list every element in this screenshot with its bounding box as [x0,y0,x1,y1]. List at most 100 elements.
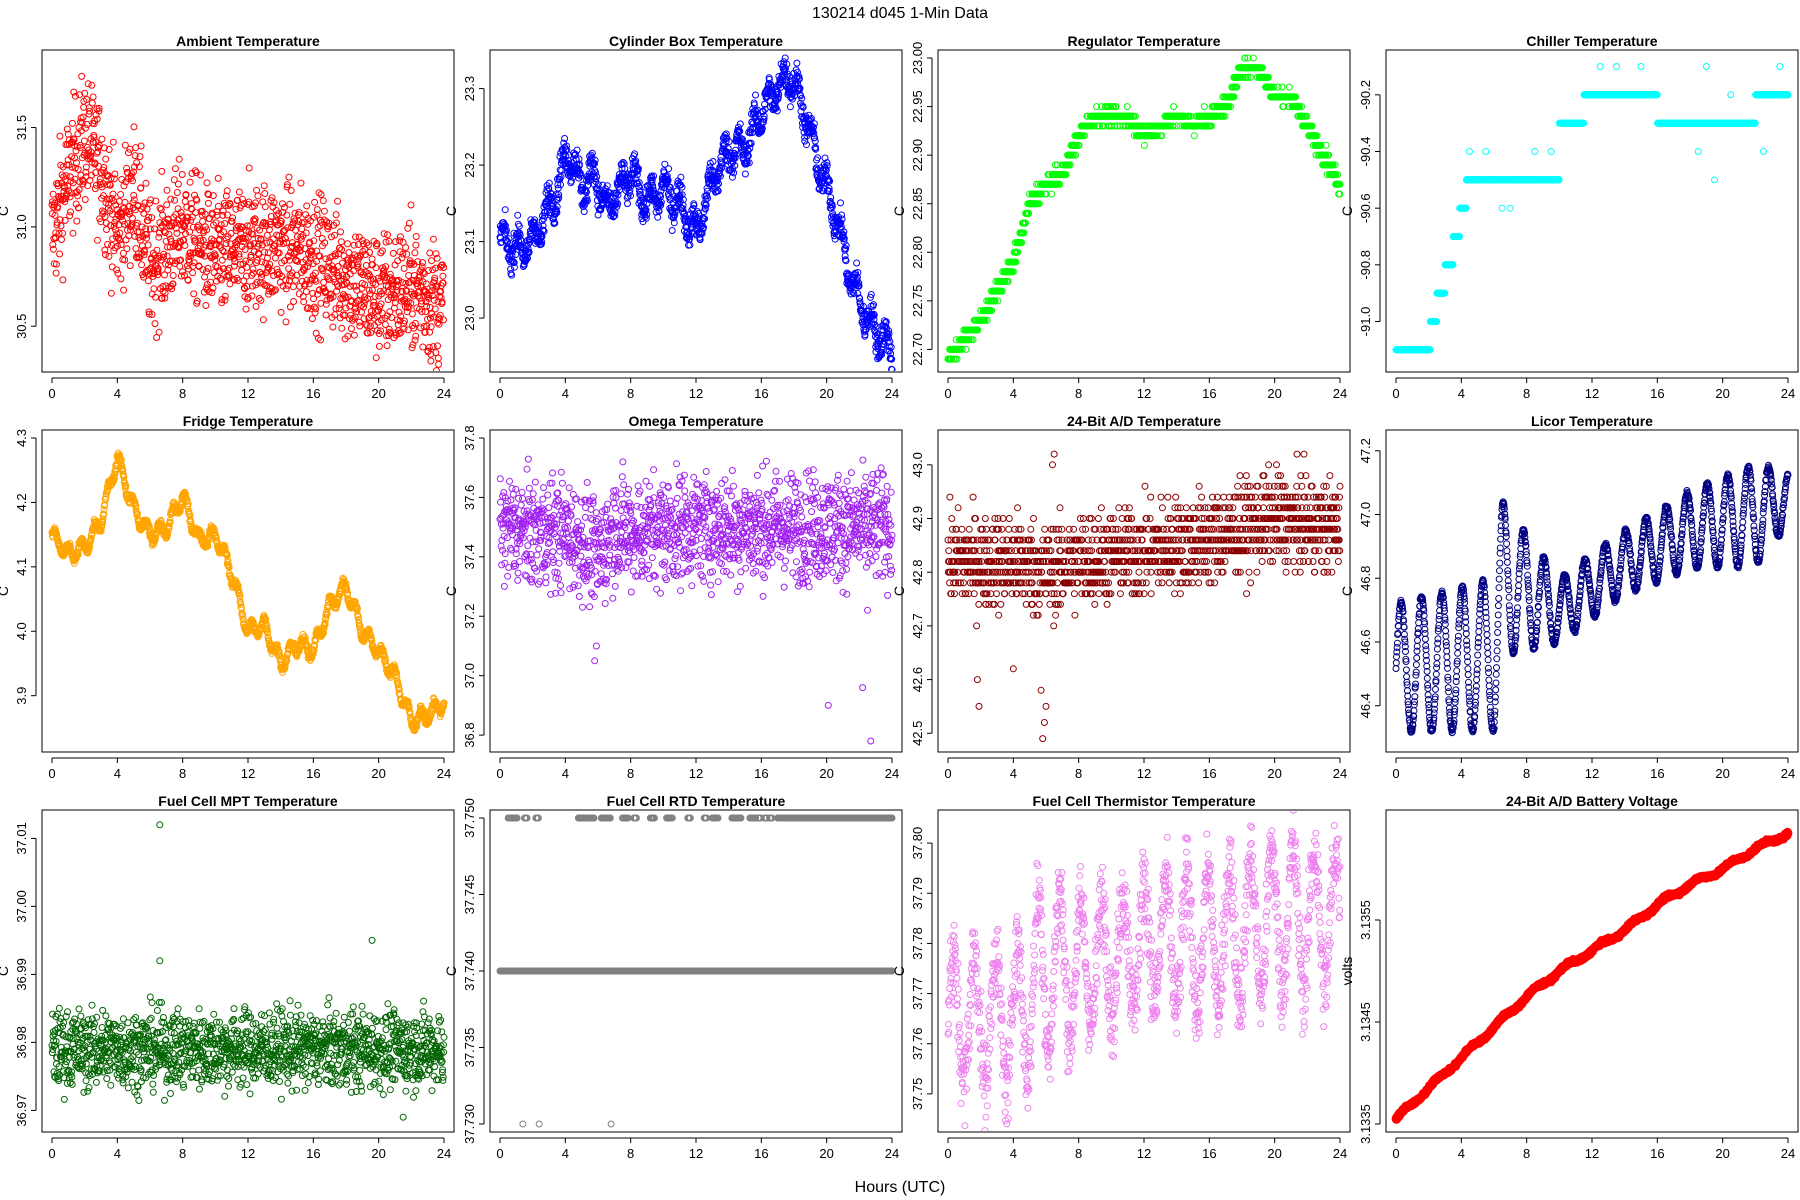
data-point [320,284,328,292]
data-point [637,198,645,206]
x-tick-label: 12 [241,386,255,401]
data-point [257,236,265,244]
data-point [272,286,280,294]
data-point [345,249,353,256]
data-point [57,222,65,230]
data-point [269,203,277,211]
data-point [1449,261,1457,269]
data-point [120,182,128,190]
data-point [853,259,861,267]
data-point [555,191,563,199]
data-point [64,182,72,190]
data-point [593,173,601,181]
data-point [316,252,324,260]
data-point [168,285,176,293]
data-point [360,303,368,311]
data-point [76,141,84,149]
data-point [139,203,147,211]
data-point [781,54,789,62]
data-point [402,244,410,251]
data-point [572,156,580,164]
data-point [275,249,283,257]
data-point [56,250,64,258]
y-tick-label: 23.3 [462,76,477,101]
data-point [276,270,283,278]
data-point [580,208,588,216]
data-point [183,217,191,225]
data-point [752,91,759,99]
data-point [1322,141,1330,149]
data-point [112,226,119,234]
plot-frame [41,49,455,373]
data-point [1190,132,1198,140]
y-tick-label: 23.1 [462,229,477,254]
data-point [760,112,768,120]
data-point [690,202,698,209]
data-point [723,134,731,142]
data-point [347,325,355,333]
y-axis-label: C [891,206,907,216]
data-point [364,329,372,337]
data-point [130,123,138,131]
data-point [371,292,379,300]
data-point [249,282,256,290]
data-point [439,272,447,280]
data-point [257,296,265,304]
data-point [344,240,352,248]
data-point [240,200,248,208]
data-point [325,223,332,231]
data-point [1221,112,1229,120]
data-point [75,186,83,194]
x-tick-label: 16 [1202,386,1216,401]
data-point [325,276,333,284]
y-tick-label: 22.95 [910,90,925,123]
data-point [436,292,444,300]
data-point [425,267,432,274]
data-point [411,319,419,327]
data-point [155,328,163,336]
data-point [178,171,186,178]
data-point [58,171,66,179]
data-point [626,186,634,194]
data-point [221,292,229,300]
data-point [981,316,989,324]
data-point [161,271,168,279]
data-point [410,324,418,332]
data-point [1230,93,1238,101]
data-point [611,212,619,220]
data-point [1081,132,1088,140]
data-point [249,269,257,277]
x-tick-label: 0 [496,386,503,401]
data-point [145,213,153,221]
y-tick-label: 22.70 [910,333,925,366]
data-point [309,289,317,297]
data-point [101,213,109,221]
data-point [167,195,175,203]
data-point [175,155,183,163]
data-point [82,168,90,176]
data-point [51,211,59,219]
data-point [270,199,278,207]
data-point [530,218,538,226]
data-point [1441,289,1449,297]
data-point [856,294,864,302]
data-point [54,179,62,187]
data-point [378,247,386,255]
data-point [105,200,113,208]
data-point [434,354,442,362]
data-point [261,203,269,211]
data-point [888,355,896,363]
data-point [125,202,133,210]
x-tick-label: 20 [1715,386,1729,401]
data-point [158,294,166,302]
data-point [226,201,234,208]
data-point [837,199,844,207]
data-point [885,327,893,335]
data-point [734,123,742,131]
data-point [337,238,345,246]
data-point [231,258,239,266]
data-point [760,115,768,123]
data-point [247,253,255,261]
data-point [331,231,338,239]
